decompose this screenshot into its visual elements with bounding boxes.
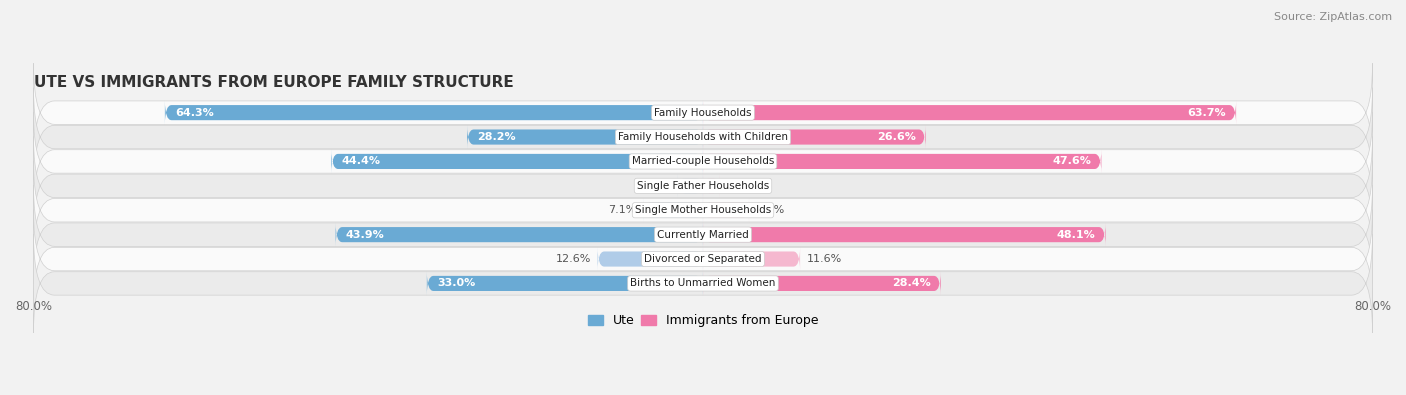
Text: Single Mother Households: Single Mother Households xyxy=(636,205,770,215)
Text: 28.2%: 28.2% xyxy=(477,132,516,142)
Text: Source: ZipAtlas.com: Source: ZipAtlas.com xyxy=(1274,12,1392,22)
Text: 33.0%: 33.0% xyxy=(437,278,475,288)
FancyBboxPatch shape xyxy=(34,161,1372,260)
Text: 47.6%: 47.6% xyxy=(1053,156,1091,166)
Text: Married-couple Households: Married-couple Households xyxy=(631,156,775,166)
Text: Currently Married: Currently Married xyxy=(657,229,749,240)
Text: Divorced or Separated: Divorced or Separated xyxy=(644,254,762,264)
Text: 28.4%: 28.4% xyxy=(891,278,931,288)
Text: 12.6%: 12.6% xyxy=(555,254,591,264)
Text: 5.5%: 5.5% xyxy=(755,205,785,215)
Text: 63.7%: 63.7% xyxy=(1188,108,1226,118)
FancyBboxPatch shape xyxy=(703,125,925,149)
Text: 7.1%: 7.1% xyxy=(609,205,637,215)
FancyBboxPatch shape xyxy=(34,210,1372,308)
FancyBboxPatch shape xyxy=(703,247,800,271)
FancyBboxPatch shape xyxy=(467,125,703,149)
Text: 64.3%: 64.3% xyxy=(174,108,214,118)
Text: 44.4%: 44.4% xyxy=(342,156,381,166)
Text: 2.0%: 2.0% xyxy=(727,181,755,191)
Legend: Ute, Immigrants from Europe: Ute, Immigrants from Europe xyxy=(582,309,824,332)
Text: Single Father Households: Single Father Households xyxy=(637,181,769,191)
FancyBboxPatch shape xyxy=(703,271,941,295)
FancyBboxPatch shape xyxy=(703,198,749,222)
Text: UTE VS IMMIGRANTS FROM EUROPE FAMILY STRUCTURE: UTE VS IMMIGRANTS FROM EUROPE FAMILY STR… xyxy=(34,75,513,90)
Text: Family Households with Children: Family Households with Children xyxy=(619,132,787,142)
FancyBboxPatch shape xyxy=(644,198,703,222)
FancyBboxPatch shape xyxy=(34,185,1372,284)
FancyBboxPatch shape xyxy=(34,137,1372,235)
FancyBboxPatch shape xyxy=(336,223,703,246)
Text: 26.6%: 26.6% xyxy=(877,132,915,142)
Text: Births to Unmarried Women: Births to Unmarried Women xyxy=(630,278,776,288)
FancyBboxPatch shape xyxy=(703,223,1105,246)
Text: 48.1%: 48.1% xyxy=(1057,229,1095,240)
FancyBboxPatch shape xyxy=(703,101,1236,124)
Text: 43.9%: 43.9% xyxy=(346,229,384,240)
FancyBboxPatch shape xyxy=(165,101,703,124)
FancyBboxPatch shape xyxy=(34,234,1372,333)
FancyBboxPatch shape xyxy=(34,112,1372,211)
FancyBboxPatch shape xyxy=(703,149,1101,173)
FancyBboxPatch shape xyxy=(678,174,703,198)
FancyBboxPatch shape xyxy=(34,88,1372,186)
Text: Family Households: Family Households xyxy=(654,108,752,118)
FancyBboxPatch shape xyxy=(703,174,720,198)
FancyBboxPatch shape xyxy=(332,149,703,173)
FancyBboxPatch shape xyxy=(598,247,703,271)
FancyBboxPatch shape xyxy=(34,63,1372,162)
Text: 3.0%: 3.0% xyxy=(643,181,671,191)
FancyBboxPatch shape xyxy=(427,271,703,295)
Text: 11.6%: 11.6% xyxy=(807,254,842,264)
